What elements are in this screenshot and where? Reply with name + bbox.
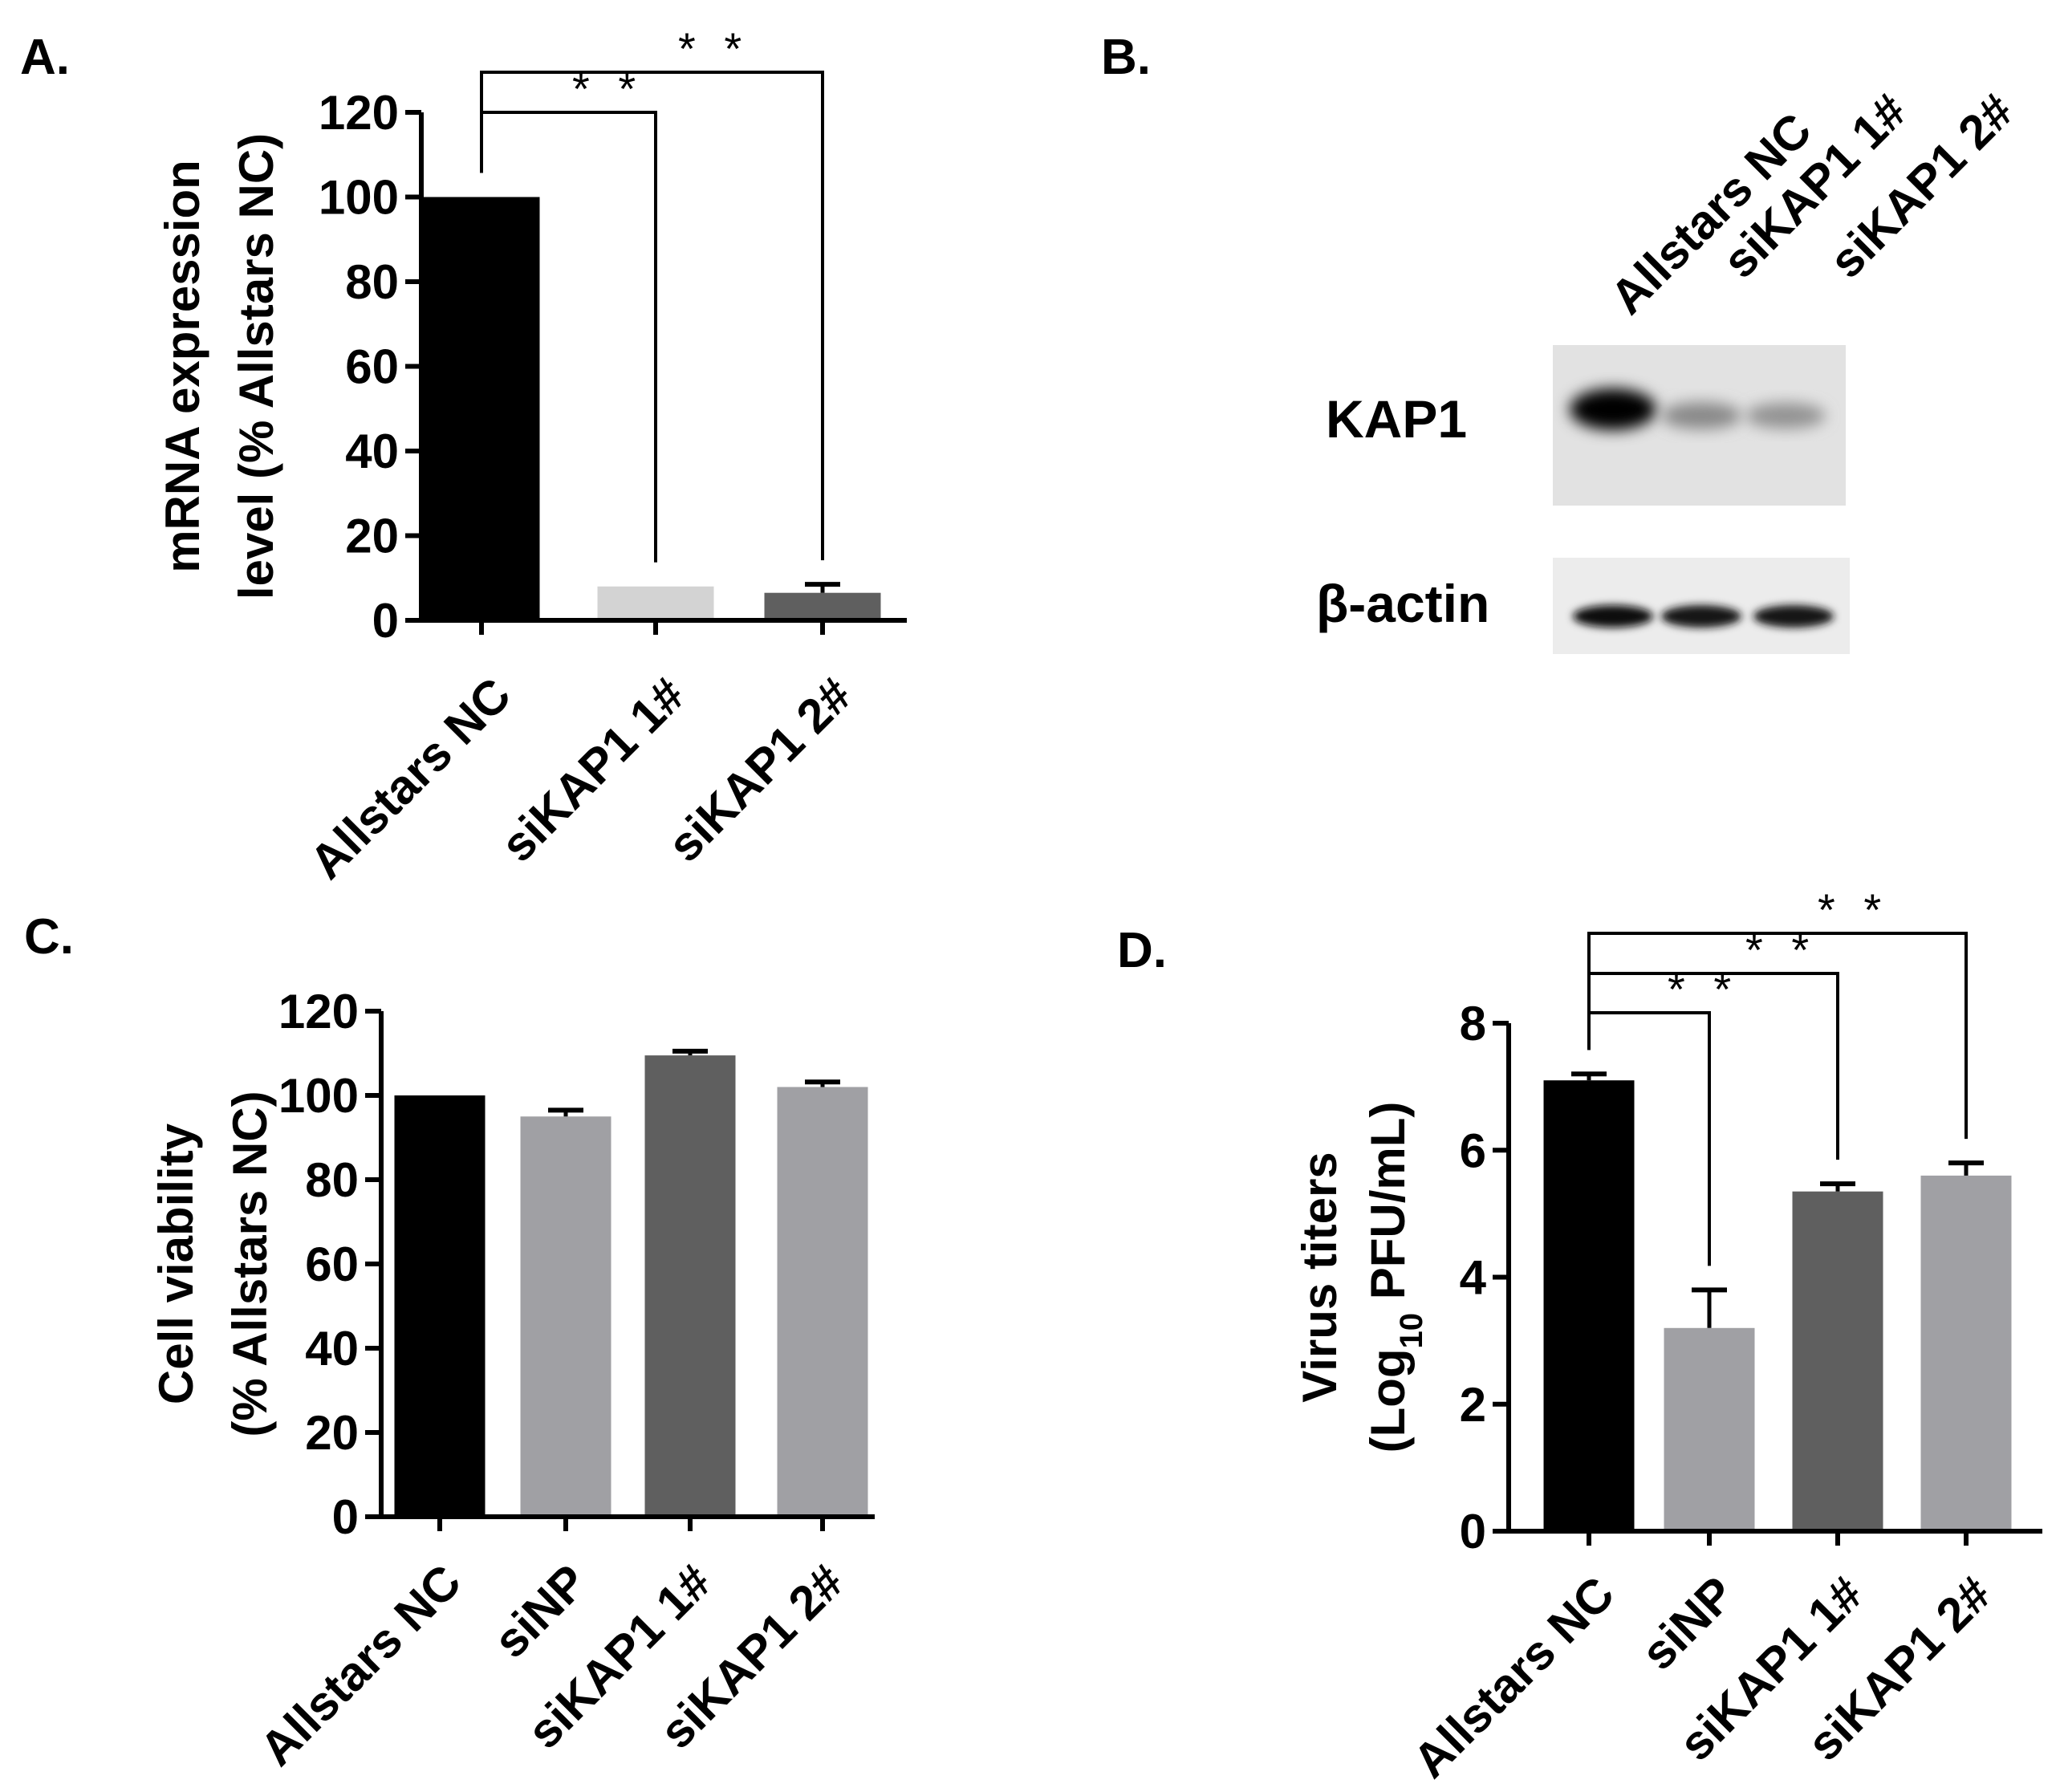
y-tick-label: 120	[319, 86, 399, 140]
significance-stars: * *	[678, 23, 750, 74]
y-tick-label: 2	[1460, 1378, 1486, 1432]
blot-row-label-beta-actin: β-actin	[1316, 574, 1489, 633]
y-tick-label: 120	[278, 985, 359, 1038]
y-tick-label: 0	[1460, 1505, 1486, 1558]
panel-b-label: B.	[1101, 30, 1151, 85]
y-tick-label: 60	[345, 340, 399, 394]
blot-band	[1661, 605, 1741, 628]
blot-band	[1660, 402, 1742, 429]
y-tick-label: 100	[319, 171, 399, 225]
x-tick-label: Allstars NC	[250, 1554, 471, 1776]
significance-bracket	[480, 71, 824, 561]
bar	[644, 1055, 736, 1517]
panel-d-label: D.	[1117, 923, 1167, 978]
blot-band	[1570, 388, 1656, 430]
panel-b-western-blot: Allstars NC siKAP1 1# siKAP1 2# KAP1 β-a…	[1316, 83, 2024, 654]
y-axis-label: mRNA expression	[156, 160, 209, 573]
y-axis-label: (Log10 PFU/mL)	[1361, 1102, 1429, 1453]
y-tick-label: 4	[1460, 1251, 1487, 1305]
blot-band	[1745, 402, 1826, 429]
x-tick-label: siNP	[483, 1554, 597, 1668]
y-tick-label: 20	[305, 1406, 359, 1460]
blot-kap1-bands	[1570, 388, 1826, 430]
y-tick-label: 40	[305, 1322, 359, 1375]
y-tick-label: 100	[278, 1069, 359, 1123]
significance-stars: * *	[1818, 884, 1889, 935]
significance-stars: * *	[1668, 964, 1739, 1014]
blot-actin-bands	[1573, 605, 1834, 628]
bar	[423, 197, 540, 620]
y-tick-label: 40	[345, 425, 399, 478]
y-axis-label: Cell viability	[149, 1123, 203, 1404]
y-tick-label: 60	[305, 1237, 359, 1291]
x-tick-label: siNP	[1631, 1566, 1745, 1680]
panel-c-label: C.	[24, 909, 74, 965]
blot-band	[1573, 605, 1653, 628]
bar	[394, 1095, 486, 1517]
bar	[520, 1116, 611, 1517]
bar	[764, 592, 881, 620]
blot-row-label-kap1: KAP1	[1326, 389, 1467, 449]
y-tick-label: 80	[305, 1153, 359, 1207]
bar	[1543, 1080, 1635, 1531]
x-tick-label: Allstars NC	[1403, 1566, 1624, 1788]
y-tick-label: 20	[345, 510, 399, 563]
y-tick-label: 80	[345, 255, 399, 309]
significance-bracket	[1587, 932, 1968, 1140]
y-axis-label: level (% Allstars NC)	[230, 133, 283, 599]
blot-band	[1753, 605, 1834, 628]
y-tick-label: 8	[1460, 997, 1486, 1050]
y-axis-label: (% Allstars NC)	[223, 1091, 277, 1436]
y-tick-label: 0	[372, 594, 399, 648]
bar	[1664, 1327, 1755, 1531]
x-tick-label: siKAP1 2#	[657, 668, 862, 872]
y-axis-label: Virus titers	[1293, 1152, 1347, 1402]
x-tick-label: Allstars NC	[299, 668, 521, 889]
bar	[1920, 1175, 2012, 1531]
bar	[597, 586, 714, 620]
y-tick-label: 0	[332, 1490, 359, 1544]
y-tick-label: 6	[1460, 1124, 1486, 1177]
bar	[777, 1087, 868, 1517]
bar	[1792, 1191, 1883, 1531]
panel-a-label: A.	[20, 30, 70, 85]
